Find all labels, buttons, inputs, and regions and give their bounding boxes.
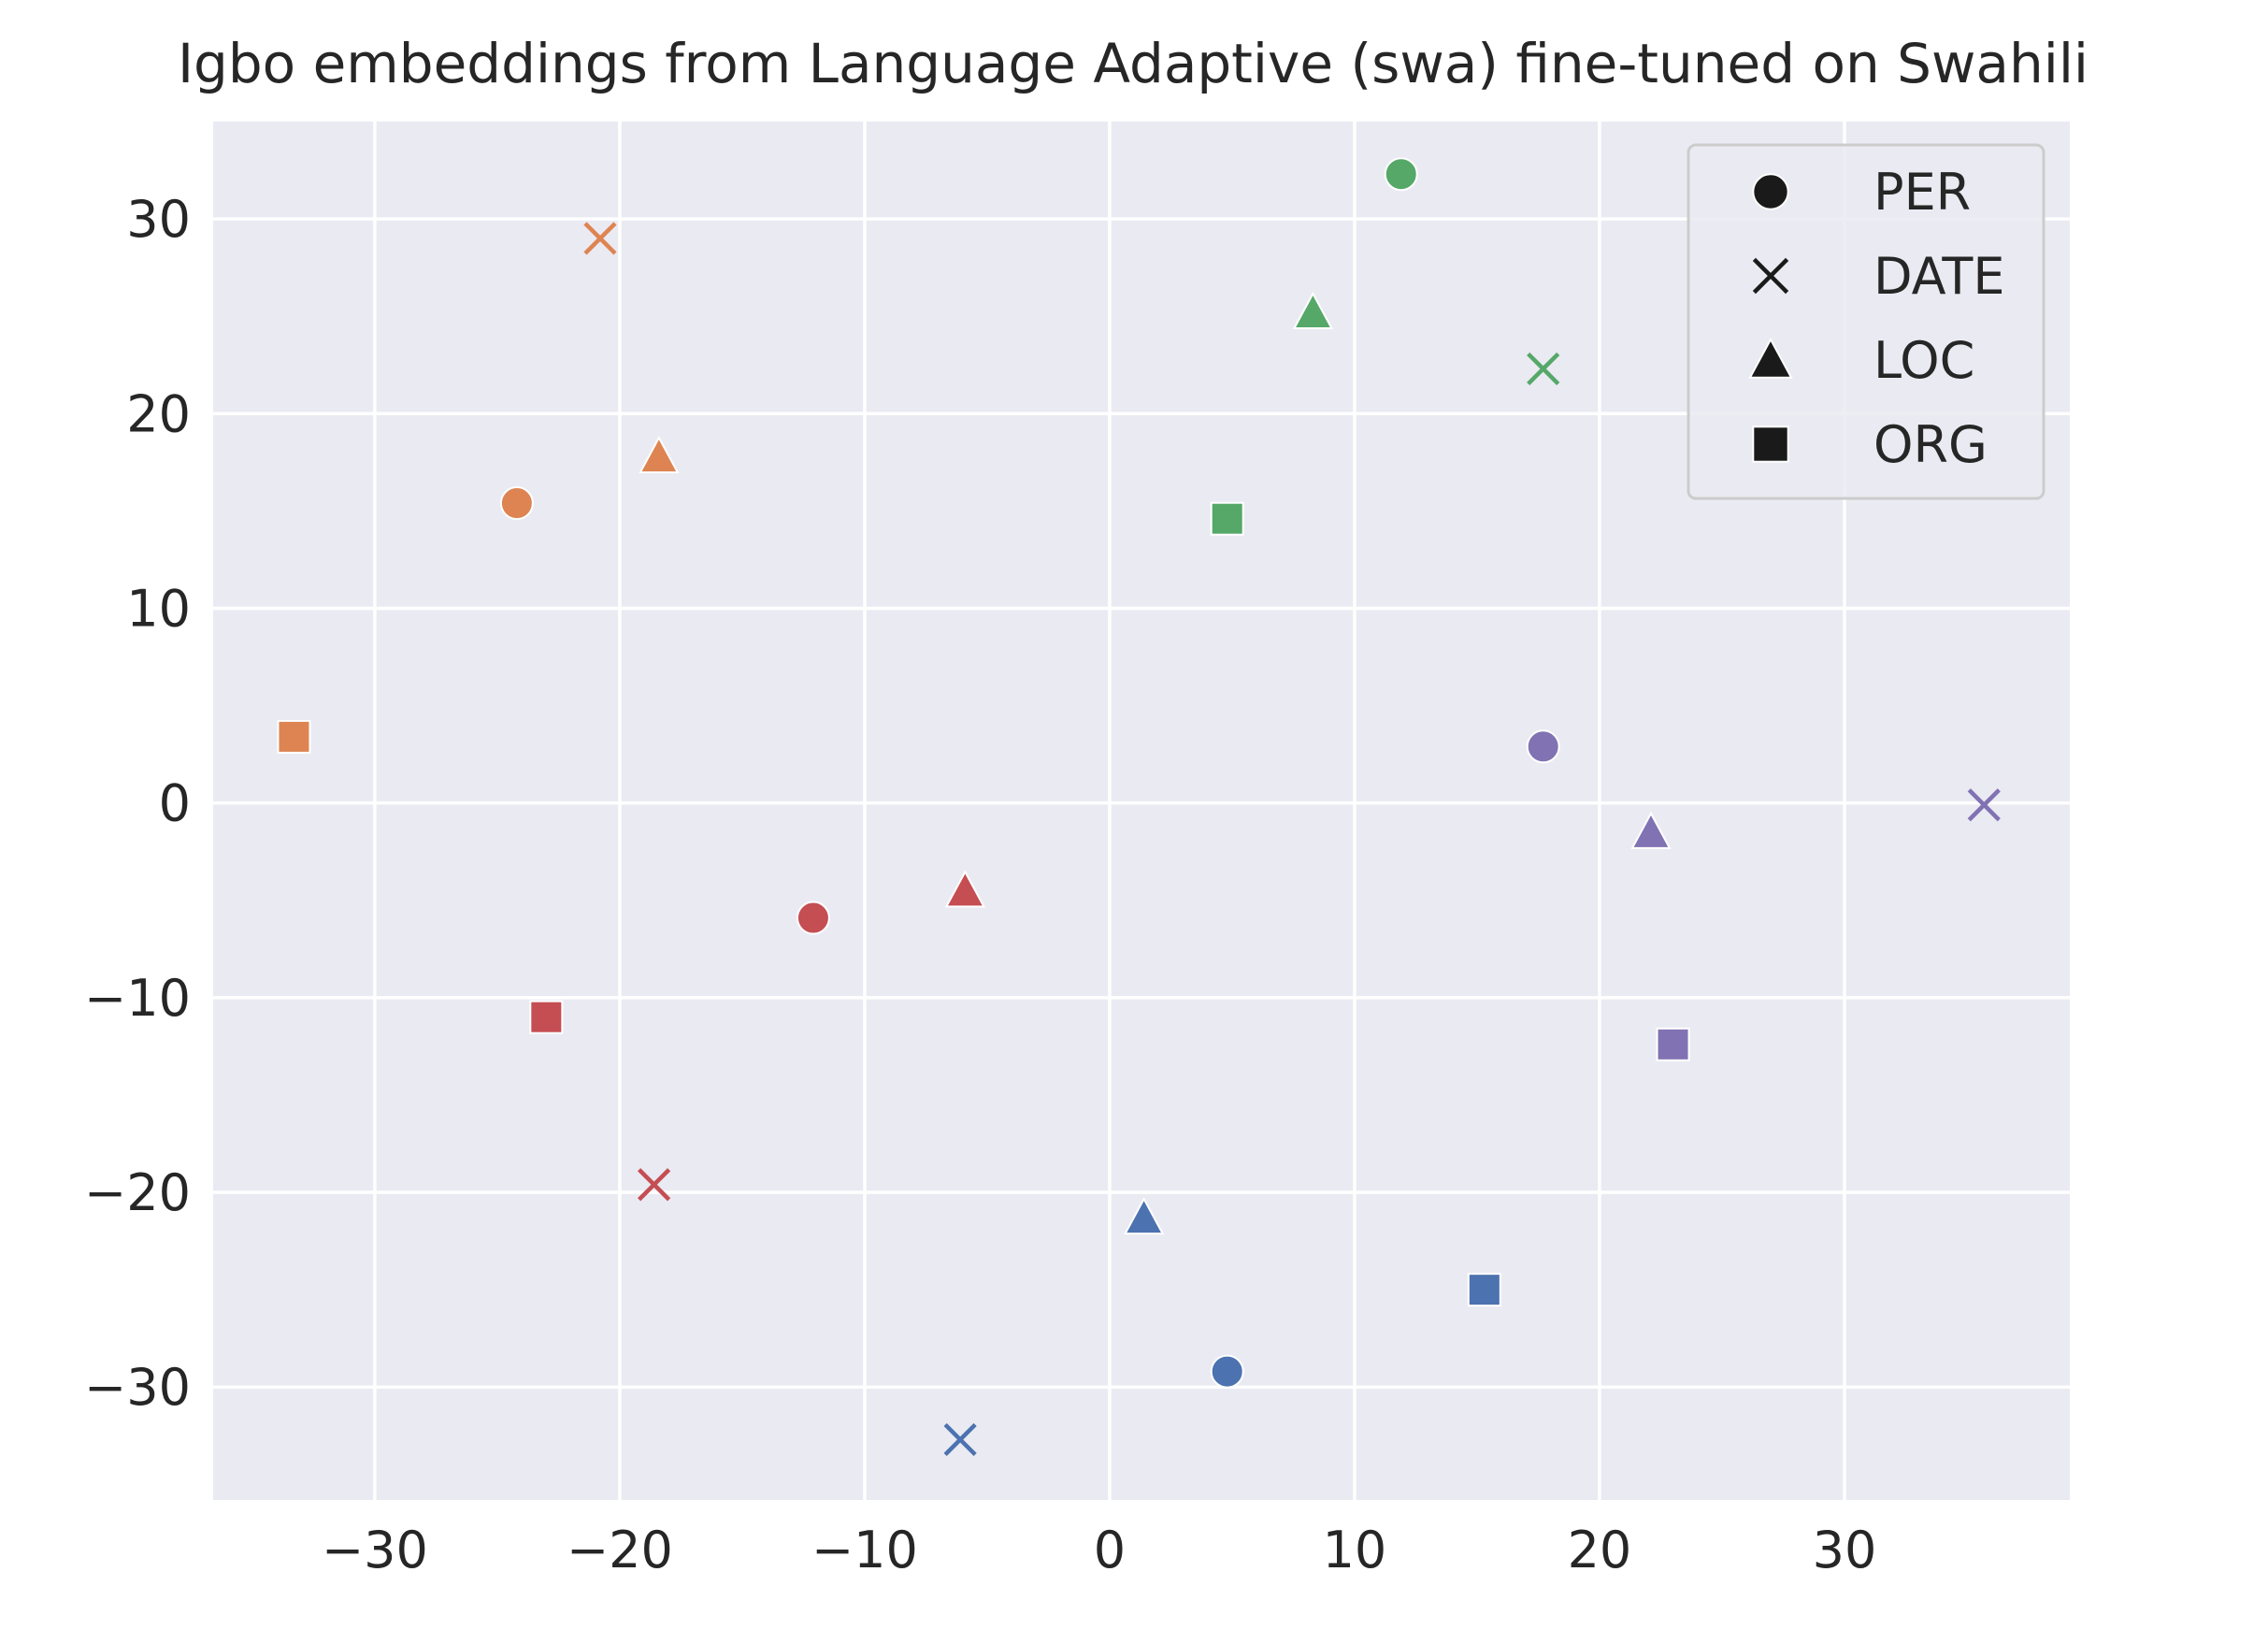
point-green-per (1384, 157, 1418, 192)
point-blue-date (943, 1422, 977, 1457)
y-tick-label: 20 (126, 384, 191, 443)
y-tick-label: 10 (126, 579, 191, 638)
point-blue-per (1210, 1354, 1244, 1389)
point-green-date (1527, 352, 1560, 385)
x-tick-label: 20 (1568, 1521, 1632, 1579)
point-orange-loc (639, 435, 680, 474)
x-tick-label: 0 (1094, 1521, 1126, 1579)
legend-circle-icon (1752, 173, 1789, 210)
point-purple-loc (1630, 811, 1672, 849)
y-tick-label: 30 (126, 190, 191, 249)
legend-box (1687, 143, 2046, 500)
point-red-date (638, 1168, 671, 1202)
point-orange-date (583, 222, 617, 255)
x-tick-label: −20 (567, 1521, 673, 1579)
legend: PER DATE LOC ORG (1687, 143, 2046, 500)
y-tick-label: 0 (159, 774, 191, 833)
legend-square-icon (1752, 425, 1789, 463)
y-tick-label: −30 (84, 1358, 191, 1417)
grid-lines (213, 122, 2070, 1500)
legend-label: DATE (1873, 247, 2004, 306)
point-green-org (1210, 501, 1244, 536)
point-red-per (796, 901, 830, 935)
point-purple-org (1656, 1027, 1690, 1061)
point-purple-per (1526, 729, 1560, 764)
legend-x-icon (1752, 257, 1789, 295)
point-green-loc (1292, 291, 1334, 330)
legend-triangle-icon (1748, 337, 1793, 379)
x-tick-label: −10 (811, 1521, 918, 1579)
x-tick-label: 10 (1323, 1521, 1387, 1579)
x-tick-label: −30 (322, 1521, 428, 1579)
y-tick-label: −10 (84, 969, 191, 1028)
legend-label: ORG (1873, 415, 1988, 474)
point-blue-loc (1123, 1197, 1165, 1235)
tick-labels: −30 −20 −10 0 10 20 30 −30 −20 −10 0 10 20 30 (84, 190, 1876, 1579)
point-blue-org (1467, 1273, 1501, 1307)
point-orange-org (277, 719, 311, 754)
data-points (277, 157, 2001, 1457)
x-tick-label: 30 (1813, 1521, 1877, 1579)
point-red-org (529, 1000, 564, 1034)
point-red-loc (944, 870, 986, 908)
y-tick-label: −20 (84, 1163, 191, 1222)
point-orange-per (499, 486, 534, 521)
chart-title: Igbo embeddings from Language Adaptive (… (178, 32, 2089, 95)
legend-label: LOC (1873, 331, 1974, 390)
legend-label: PER (1873, 163, 1971, 222)
point-purple-date (1967, 788, 2001, 822)
